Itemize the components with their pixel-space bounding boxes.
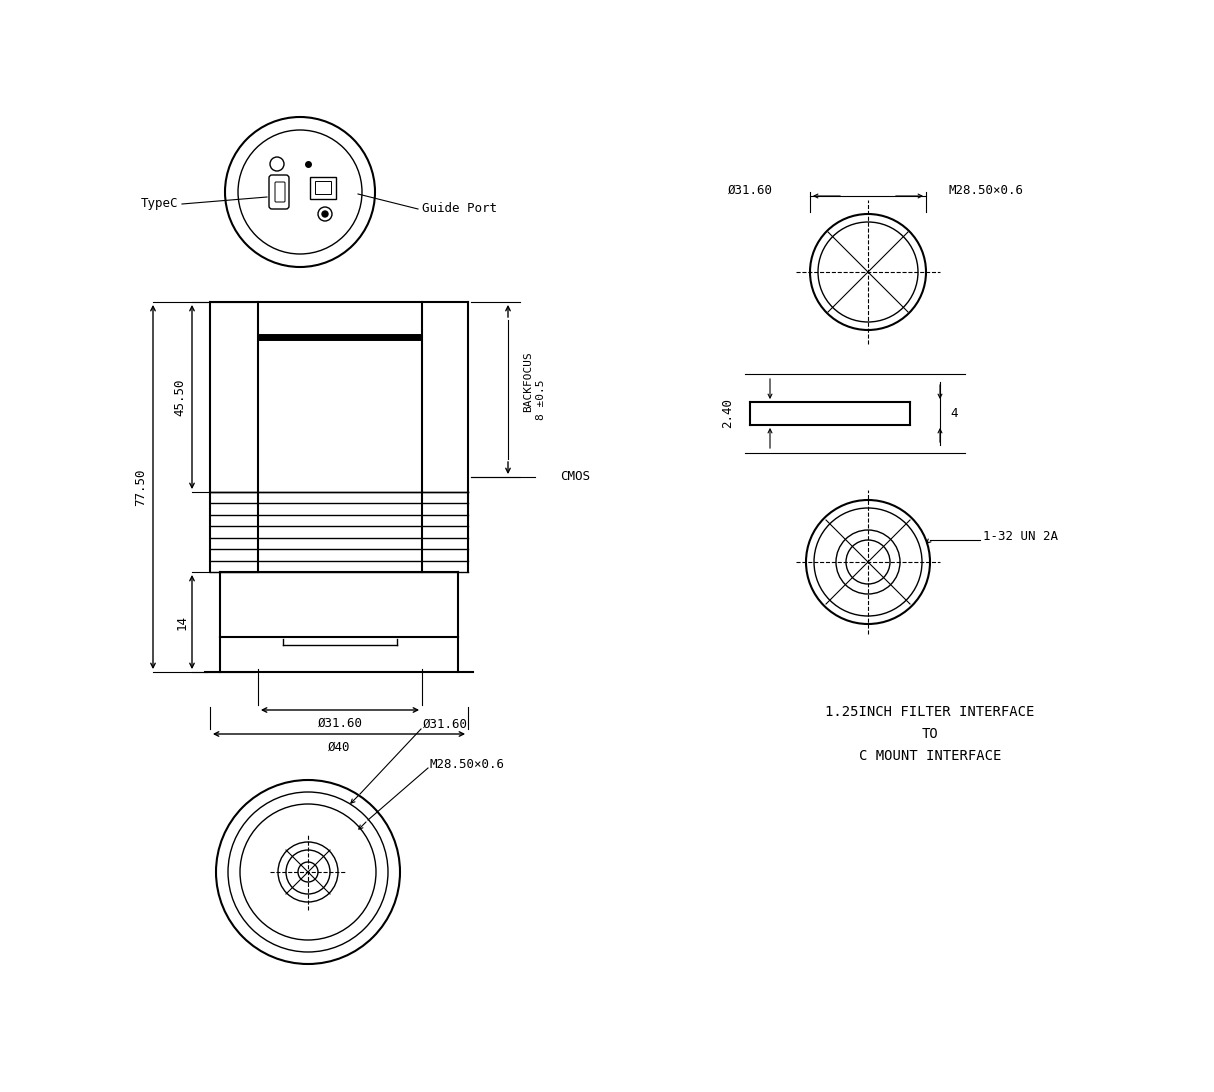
Text: Ø40: Ø40: [328, 740, 351, 753]
Text: 77.50: 77.50: [135, 468, 147, 506]
Text: 14: 14: [176, 615, 188, 629]
Text: C MOUNT INTERFACE: C MOUNT INTERFACE: [858, 749, 1002, 763]
Text: M28.50×0.6: M28.50×0.6: [948, 183, 1023, 197]
Text: M28.50×0.6: M28.50×0.6: [430, 758, 505, 771]
Circle shape: [322, 211, 328, 217]
Text: TypeC: TypeC: [141, 198, 178, 211]
Text: 1-32 UN 2A: 1-32 UN 2A: [983, 531, 1057, 544]
Text: 8 ±0.5: 8 ±0.5: [537, 379, 546, 419]
Text: 45.50: 45.50: [174, 378, 187, 416]
Text: 2.40: 2.40: [721, 399, 734, 428]
FancyBboxPatch shape: [276, 182, 285, 202]
Text: Guide Port: Guide Port: [422, 202, 497, 215]
Text: Ø31.60: Ø31.60: [318, 716, 363, 729]
Text: 1.25INCH FILTER INTERFACE: 1.25INCH FILTER INTERFACE: [826, 705, 1034, 719]
Text: Ø31.60: Ø31.60: [727, 183, 772, 197]
Text: Ø31.60: Ø31.60: [422, 717, 469, 731]
FancyBboxPatch shape: [270, 175, 289, 209]
Bar: [314, 181, 331, 194]
Bar: [310, 177, 336, 199]
Text: CMOS: CMOS: [560, 471, 590, 484]
Text: BACKFOCUS: BACKFOCUS: [523, 352, 533, 412]
Text: 4: 4: [951, 407, 958, 420]
Text: TO: TO: [921, 727, 938, 741]
